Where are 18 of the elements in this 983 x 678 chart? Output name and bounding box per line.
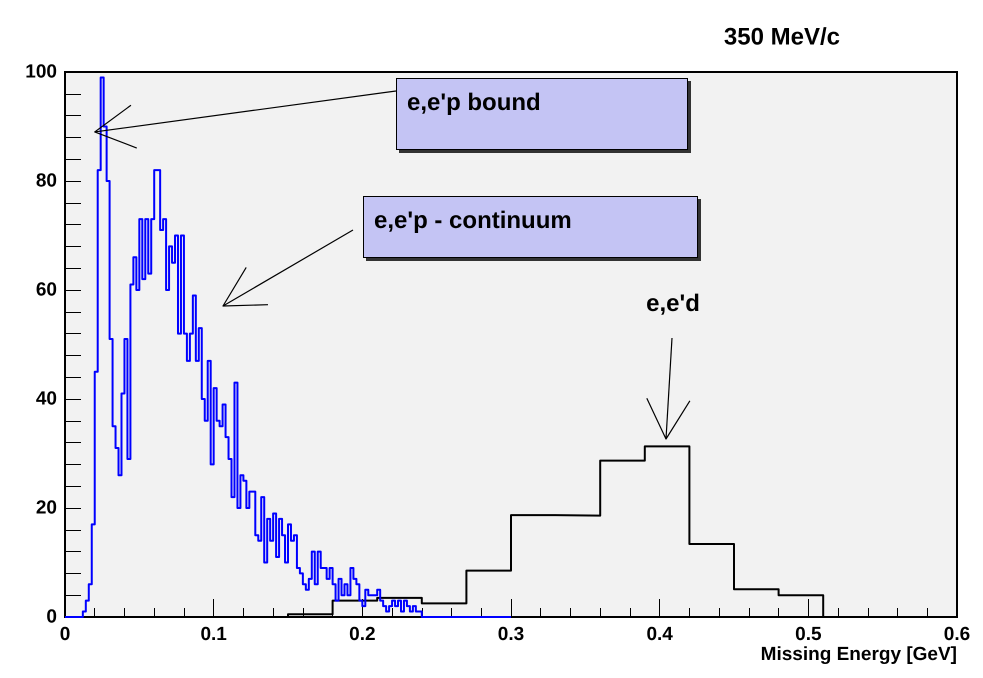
x-tick-label: 0.5: [795, 624, 822, 645]
x-tick-label: 0.1: [200, 624, 228, 645]
chart-title: 350 MeV/c: [724, 24, 840, 50]
x-tick-label: 0: [60, 624, 70, 645]
x-tick-label: 0.4: [646, 624, 674, 645]
x-tick-label: 0.6: [944, 624, 970, 645]
y-tick-label: 20: [36, 498, 57, 518]
y-tick-label: 40: [36, 388, 57, 410]
note-box: e,e'p bound: [396, 78, 688, 150]
y-tick-label: 0: [46, 606, 57, 628]
note-box: e,e'p - continuum: [363, 196, 698, 258]
y-tick-label: 60: [36, 280, 57, 300]
y-tick-label: 80: [36, 170, 57, 192]
x-axis-title: Missing Energy [GeV]: [760, 644, 957, 665]
y-tick-label: 100: [25, 62, 57, 82]
x-tick-label: 0.2: [349, 624, 376, 645]
x-tick-label: 0.3: [498, 624, 524, 645]
note: e,e'd: [645, 290, 701, 319]
